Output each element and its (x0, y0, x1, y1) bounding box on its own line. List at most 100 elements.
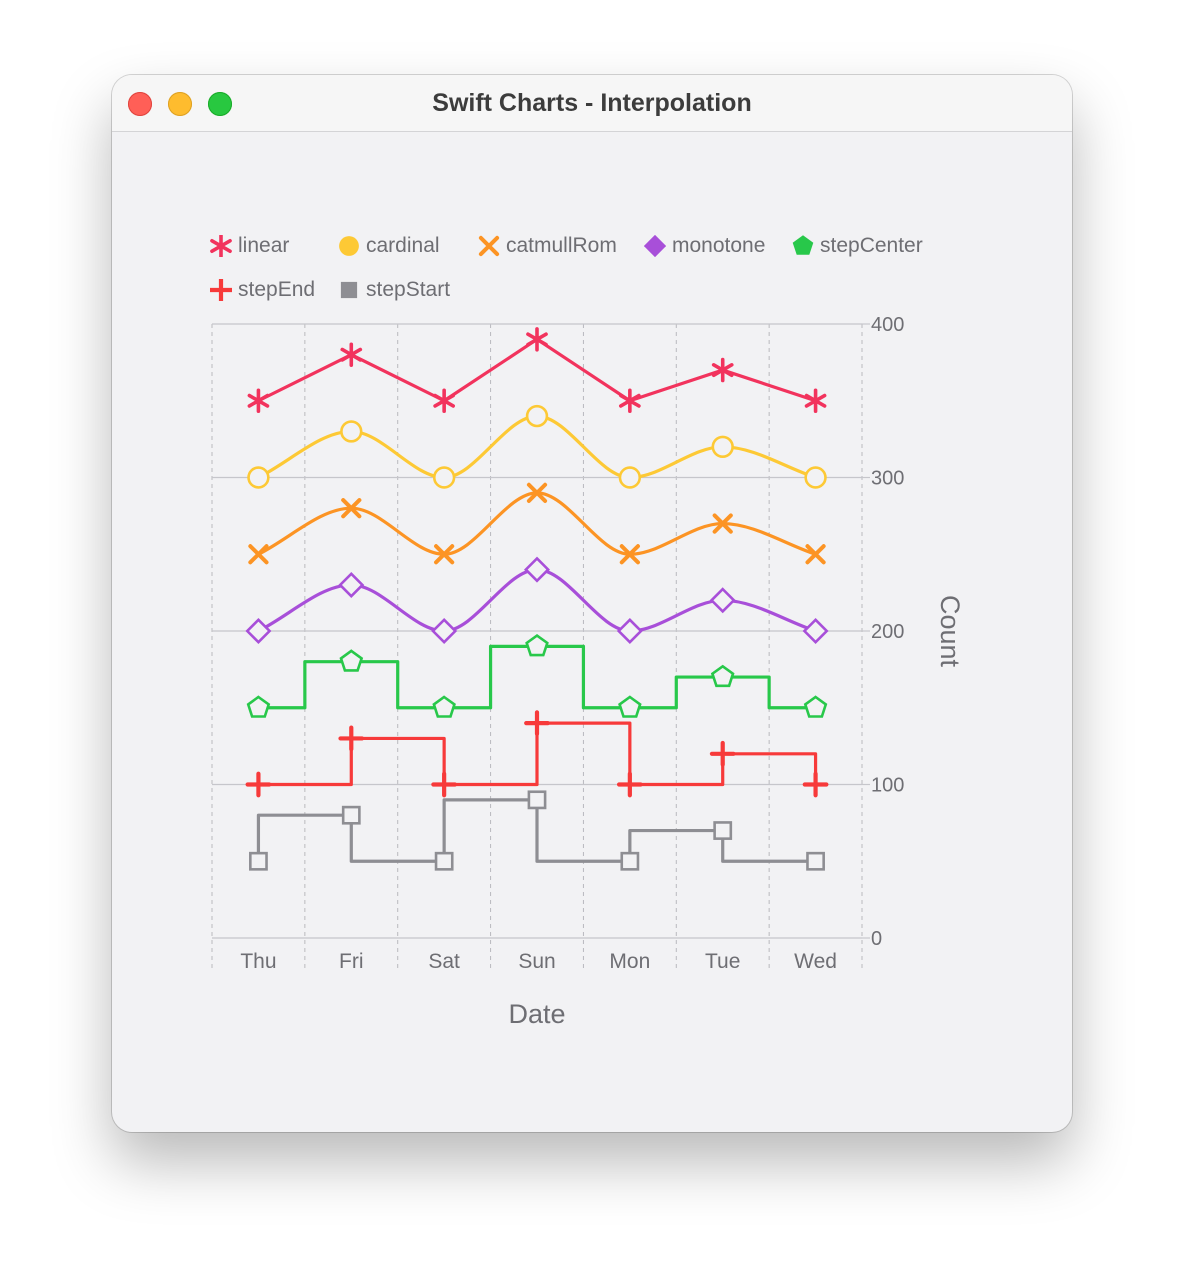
x-tick-label: Sat (428, 950, 460, 973)
data-point (340, 342, 363, 367)
legend-symbol (478, 235, 500, 257)
data-point (524, 556, 550, 583)
legend-label: stepCenter (820, 234, 923, 257)
square-icon (340, 281, 358, 299)
legend-item-monotone: monotone (644, 233, 765, 259)
data-point (341, 498, 362, 519)
legend-label: stepStart (366, 278, 451, 301)
data-point (618, 466, 642, 489)
data-point (804, 466, 827, 489)
data-point (713, 821, 733, 840)
legend-label: monotone (672, 234, 766, 257)
data-point (248, 544, 269, 565)
data-point (619, 388, 641, 413)
data-point (434, 544, 455, 565)
legend-label: linear (238, 234, 290, 257)
data-point (524, 710, 550, 736)
data-point (712, 513, 733, 534)
legend-item-stepCenter: stepCenter (792, 233, 923, 259)
legend-item-stepEnd: stepEnd (210, 277, 315, 303)
data-point (247, 388, 270, 413)
x-tick-label: Wed (794, 950, 837, 973)
y-tick-label: 200 (871, 621, 904, 643)
data-point (616, 771, 643, 798)
data-point (526, 327, 548, 352)
series-cardinal (247, 404, 827, 489)
cross-icon (478, 235, 500, 257)
legend-symbol (210, 279, 232, 301)
x-tick-label: Fri (339, 950, 364, 973)
series-stepEnd (245, 710, 829, 798)
data-point (245, 771, 272, 798)
data-point (527, 790, 547, 810)
data-point (431, 771, 458, 798)
y-tick-label: 400 (871, 314, 904, 336)
data-point (803, 695, 828, 718)
data-point (247, 466, 270, 489)
data-point (616, 618, 643, 644)
close-button[interactable] (128, 92, 152, 116)
diamond-icon (644, 235, 666, 257)
data-point (340, 420, 363, 443)
legend-symbol (210, 235, 232, 257)
legend-symbol (340, 281, 358, 299)
data-point (619, 544, 640, 565)
series-linear (247, 327, 827, 413)
x-tick-label: Thu (240, 950, 276, 973)
zoom-button[interactable] (208, 92, 232, 116)
legend-item-linear: linear (210, 233, 289, 259)
data-point (339, 649, 364, 672)
x-tick-label: Tue (705, 950, 740, 973)
data-point (525, 404, 549, 428)
plus-icon (210, 279, 232, 301)
data-point (433, 388, 455, 413)
data-point (246, 695, 271, 718)
legend-symbol (792, 235, 814, 255)
data-point (802, 771, 829, 798)
data-point (434, 851, 454, 871)
legend-item-stepStart: stepStart (338, 277, 450, 303)
x-axis-title: Date (508, 999, 565, 1029)
legend-symbol (339, 236, 359, 256)
series-stepCenter (246, 633, 828, 718)
data-point (249, 851, 268, 871)
data-point (525, 633, 549, 657)
data-point (806, 851, 825, 871)
y-axis-title: Count (935, 595, 965, 668)
data-point (526, 482, 548, 503)
x-tick-label: Mon (609, 950, 650, 973)
legend-label: cardinal (366, 234, 440, 257)
series-stepStart (249, 790, 825, 871)
legend-label: stepEnd (238, 278, 316, 301)
minimize-button[interactable] (168, 92, 192, 116)
data-point (805, 544, 826, 565)
data-point (341, 805, 361, 825)
series-catmullRom (248, 482, 826, 565)
legend-item-cardinal: cardinal (338, 233, 440, 259)
data-point (338, 725, 365, 752)
window-title: Swift Charts - Interpolation (432, 89, 752, 117)
data-point (711, 435, 734, 458)
legend-symbol (644, 235, 666, 257)
asterisk-icon (210, 235, 232, 257)
data-point (804, 388, 827, 413)
pentagon-icon (792, 235, 814, 255)
data-point (338, 571, 365, 598)
series-monotone (245, 556, 829, 644)
title-bar[interactable]: Swift Charts - Interpolation (112, 75, 1072, 132)
data-point (245, 618, 272, 644)
app-window: Swift Charts - Interpolation (112, 75, 1072, 1132)
circle-icon (339, 236, 359, 256)
data-point (618, 695, 642, 718)
y-tick-label: 100 (871, 775, 904, 797)
x-tick-label: Sun (518, 950, 555, 973)
y-tick-label: 300 (871, 468, 904, 490)
y-tick-label: 0 (871, 928, 882, 950)
series-line (257, 491, 817, 556)
legend-item-catmullRom: catmullRom (478, 233, 617, 259)
data-point (802, 618, 829, 644)
data-point (711, 357, 734, 383)
data-point (432, 695, 456, 718)
legend-label: catmullRom (506, 234, 617, 257)
